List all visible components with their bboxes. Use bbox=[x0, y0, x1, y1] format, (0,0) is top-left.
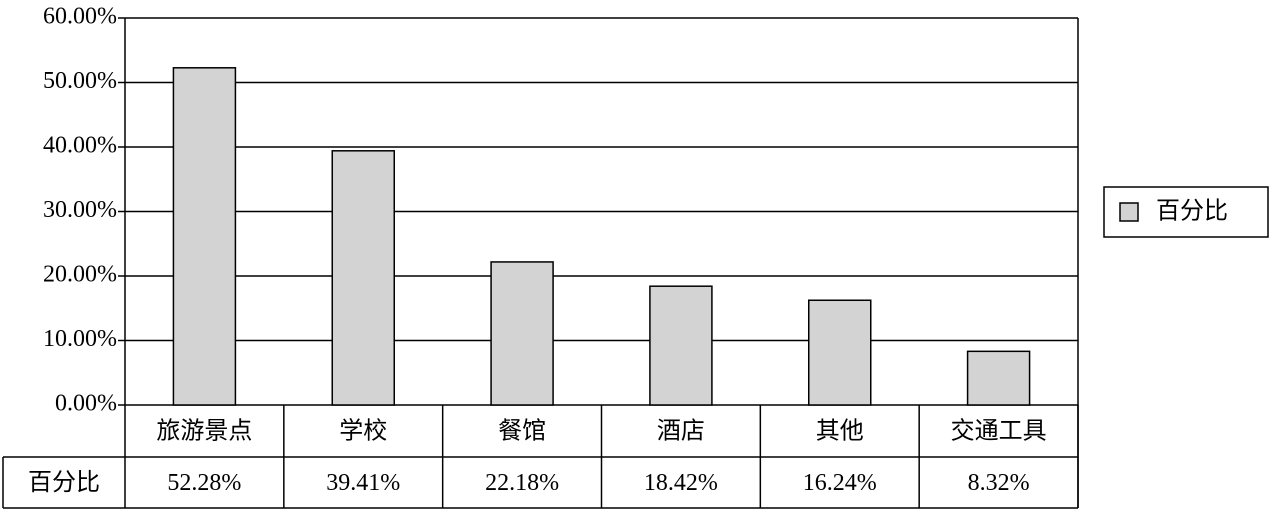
y-tick-label: 10.00% bbox=[43, 326, 117, 352]
bar bbox=[808, 299, 872, 406]
x-tick-label: 酒店 bbox=[657, 418, 705, 445]
y-tick-label: 50.00% bbox=[43, 68, 117, 94]
legend-swatch bbox=[1119, 202, 1139, 222]
table-value: 22.18% bbox=[485, 470, 559, 496]
bar bbox=[490, 261, 554, 406]
y-tick-label: 30.00% bbox=[43, 197, 117, 223]
table-value: 8.32% bbox=[968, 470, 1030, 496]
bar bbox=[331, 150, 395, 406]
bar bbox=[649, 285, 713, 406]
x-tick-label: 学校 bbox=[339, 418, 387, 445]
x-tick-label: 交通工具 bbox=[951, 418, 1047, 445]
x-tick-label: 旅游景点 bbox=[156, 418, 252, 445]
table-value: 52.28% bbox=[167, 470, 241, 496]
table-value: 18.42% bbox=[644, 470, 718, 496]
x-tick-label: 其他 bbox=[816, 418, 864, 445]
y-tick-label: 20.00% bbox=[43, 262, 117, 288]
bar bbox=[966, 350, 1031, 406]
legend-box bbox=[1103, 186, 1269, 238]
bar bbox=[172, 67, 237, 406]
table-row-header: 百分比 bbox=[28, 469, 100, 496]
y-tick-label: 0.00% bbox=[55, 391, 117, 417]
y-tick-label: 60.00% bbox=[43, 4, 117, 30]
y-tick-label: 40.00% bbox=[43, 133, 117, 159]
x-tick-label: 餐馆 bbox=[498, 418, 546, 445]
table-value: 16.24% bbox=[803, 470, 877, 496]
legend-label: 百分比 bbox=[1156, 198, 1228, 225]
table-value: 39.41% bbox=[326, 470, 400, 496]
